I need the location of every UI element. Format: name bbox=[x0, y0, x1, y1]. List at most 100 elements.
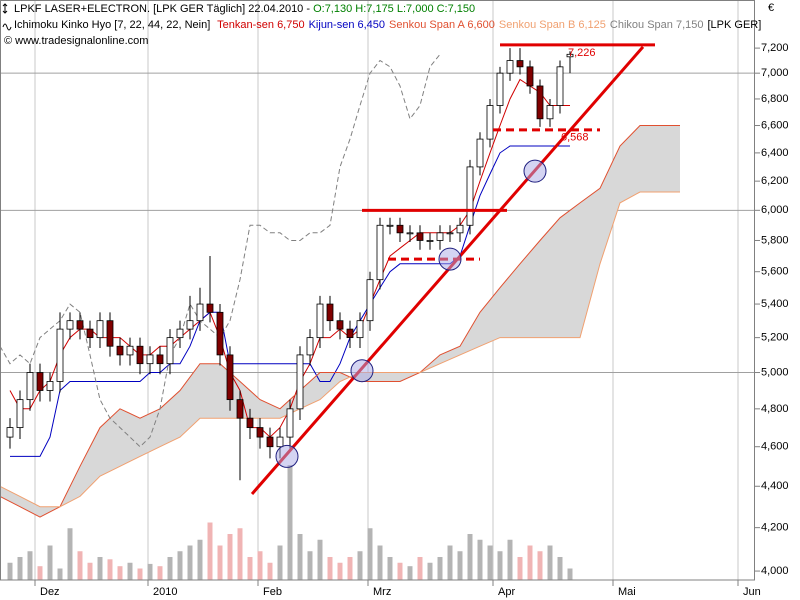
candle-body bbox=[206, 303, 214, 313]
volume-bar bbox=[387, 557, 393, 580]
plot-border bbox=[0, 0, 755, 581]
y-tick-label: 4,400 bbox=[761, 480, 789, 492]
x-tick-label: Mai bbox=[618, 586, 636, 598]
volume-bar bbox=[367, 528, 373, 580]
candle-body bbox=[106, 320, 114, 347]
candle-body bbox=[486, 105, 494, 140]
volume-bar bbox=[67, 528, 73, 580]
candle-body bbox=[216, 311, 224, 356]
legend-entry: Chikou Span 7,150 bbox=[610, 19, 704, 31]
volume-bar bbox=[277, 545, 283, 580]
y-tick-label: 6,000 bbox=[761, 204, 789, 216]
volume-bar bbox=[257, 551, 263, 580]
candle-body bbox=[36, 372, 44, 391]
candle-body bbox=[366, 279, 374, 322]
candle-body bbox=[386, 224, 394, 227]
indicator-line bbox=[0, 191, 680, 508]
candle-body bbox=[196, 303, 204, 322]
candle-body bbox=[466, 166, 474, 226]
candle-body bbox=[6, 427, 14, 438]
candle-body bbox=[356, 320, 364, 339]
candle-body bbox=[506, 60, 514, 74]
volume-bar bbox=[477, 539, 483, 580]
volume-bar bbox=[207, 522, 213, 580]
volume-bar bbox=[167, 557, 173, 580]
volume-bar bbox=[437, 557, 443, 580]
volume-bar bbox=[227, 534, 233, 580]
volume-bar bbox=[487, 545, 493, 580]
candle-body bbox=[426, 240, 434, 242]
volume-bar bbox=[337, 562, 343, 580]
x-tick-label: Jun bbox=[743, 586, 761, 598]
candle-body bbox=[546, 105, 554, 120]
volume-bar bbox=[37, 566, 43, 580]
volume-bar bbox=[97, 557, 103, 580]
volume-bar bbox=[197, 539, 203, 580]
candle-body bbox=[536, 85, 544, 120]
volume-bar bbox=[17, 557, 23, 580]
volume-bar bbox=[157, 566, 163, 580]
volume-bar bbox=[467, 534, 473, 580]
volume-bar bbox=[7, 562, 13, 580]
volume-bar bbox=[267, 562, 273, 580]
legend-entry: Tenkan-sen 6,750 bbox=[217, 19, 304, 31]
candle-body bbox=[166, 337, 174, 365]
y-tick-label: 7,000 bbox=[761, 67, 789, 79]
candle-body bbox=[86, 328, 94, 339]
candle-body bbox=[346, 328, 354, 339]
candle-body bbox=[456, 224, 464, 234]
volume-bar bbox=[547, 545, 553, 580]
ohlc: O:7,130 H:7,175 L:7,000 C:7,150 bbox=[313, 3, 475, 15]
volume-bar bbox=[527, 545, 533, 580]
volume-bar bbox=[447, 545, 453, 580]
header: LPKF LASER+ELECTRON. [LPK GER Täglich] 2… bbox=[2, 3, 761, 47]
volume-bar bbox=[237, 528, 243, 580]
volume-bar bbox=[427, 562, 433, 580]
volume-bar bbox=[417, 557, 423, 580]
volume-bar bbox=[557, 557, 563, 580]
volume-bar bbox=[47, 545, 53, 580]
candle-body bbox=[406, 232, 414, 235]
legend: Ichimoku Kinko Hyo [7, 22, 44, 22, Nein]… bbox=[14, 19, 761, 31]
volume-bar bbox=[77, 551, 83, 580]
marker-circle bbox=[350, 359, 374, 383]
x-tick-label: Feb bbox=[263, 586, 282, 598]
volume-bar bbox=[137, 568, 143, 580]
volume-bar bbox=[517, 557, 523, 580]
volume-bar bbox=[107, 559, 113, 580]
legend-entry: Senkou Span B 6,125 bbox=[499, 19, 606, 31]
candle-body bbox=[326, 303, 334, 322]
volume-bar bbox=[217, 545, 223, 580]
y-tick-label: 6,400 bbox=[761, 147, 789, 159]
volume-bar bbox=[377, 545, 383, 580]
volume-bar bbox=[317, 539, 323, 580]
candle-body bbox=[566, 53, 574, 58]
legend-entry: Senkou Span A 6,600 bbox=[389, 19, 495, 31]
volume-bar bbox=[397, 562, 403, 580]
candle-body bbox=[246, 417, 254, 428]
y-tick-label: 4,600 bbox=[761, 441, 789, 453]
legend-entry: Kijun-sen 6,450 bbox=[309, 19, 385, 31]
candle-body bbox=[316, 303, 324, 339]
y-tick-label: 7,200 bbox=[761, 42, 789, 54]
y-tick-label: 5,200 bbox=[761, 332, 789, 344]
volume-bar bbox=[87, 562, 93, 580]
candle-body bbox=[96, 320, 104, 339]
candle-body bbox=[446, 232, 454, 235]
candle-body bbox=[56, 328, 64, 382]
candle-body bbox=[556, 66, 564, 106]
volume-bar bbox=[407, 566, 413, 580]
source: © www.tradesignalonline.com bbox=[4, 35, 148, 47]
y-tick-label: 4,000 bbox=[761, 565, 789, 577]
candle-body bbox=[266, 436, 274, 448]
candle-body bbox=[286, 408, 294, 438]
candle-body bbox=[376, 224, 384, 281]
candle-body bbox=[256, 427, 264, 438]
candle-body bbox=[226, 354, 234, 401]
volume-bar bbox=[287, 465, 293, 580]
candle-body bbox=[136, 345, 144, 365]
candle-body bbox=[146, 354, 154, 365]
y-tick-label: 6,200 bbox=[761, 175, 789, 187]
